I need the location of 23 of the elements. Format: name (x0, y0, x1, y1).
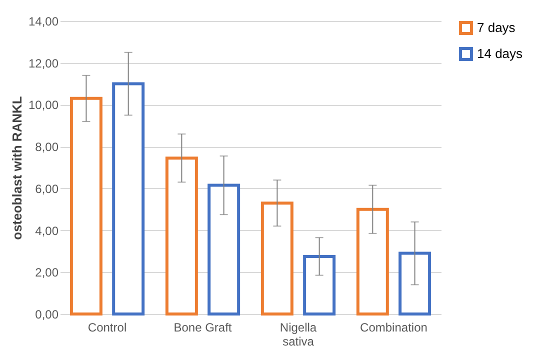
bar (165, 156, 198, 316)
y-axis-title: osteoblast with RANKL (9, 96, 24, 240)
bar (356, 208, 389, 316)
y-tick-label: 14,00 (28, 14, 59, 28)
y-tick-label: 10,00 (28, 98, 59, 112)
bar (398, 252, 432, 316)
bar (112, 82, 145, 316)
y-tick-label: 2,00 (35, 266, 59, 280)
x-tick-label: Bone Graft (174, 320, 232, 334)
x-tick-label: Nigella sativa (280, 320, 317, 348)
bar (208, 184, 240, 316)
y-tick-label: 6,00 (35, 182, 59, 196)
legend-label: 7 days (477, 20, 516, 35)
bar (260, 202, 294, 316)
y-tick-label: 12,00 (28, 56, 59, 70)
bar (303, 254, 336, 316)
y-tick-label: 8,00 (35, 140, 59, 154)
y-tick-label: 0,00 (35, 308, 59, 322)
x-tick-label: Combination (360, 320, 428, 334)
x-tick-label: Control (88, 320, 127, 334)
bar (70, 96, 102, 316)
legend-label: 14 days (477, 46, 524, 61)
y-tick-label: 4,00 (35, 224, 59, 238)
